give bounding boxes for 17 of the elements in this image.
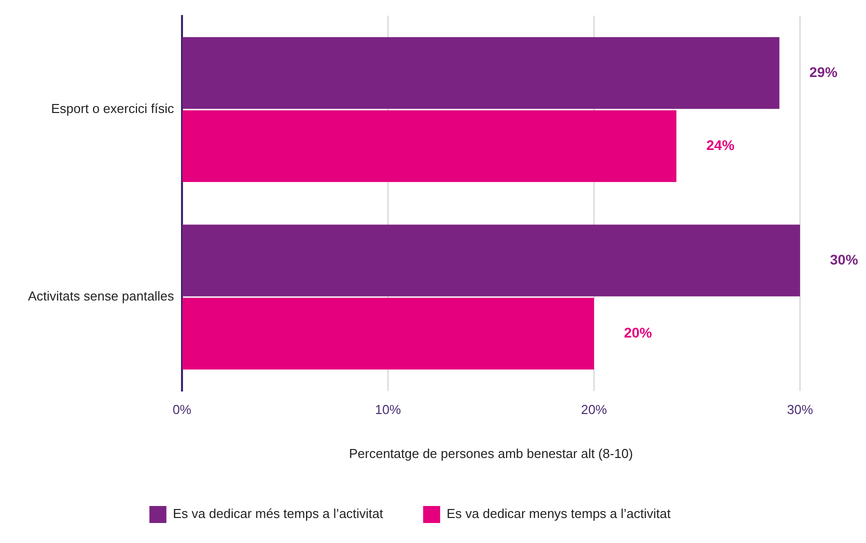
- text: 20%: [624, 324, 652, 340]
- legend-label: Es va dedicar menys temps a l’activitat: [446, 506, 671, 522]
- x-tick-label: 20%: [580, 402, 608, 418]
- bar: [182, 224, 800, 296]
- x-axis-title: Percentatge de persones amb benestar alt (8-10): [348, 446, 633, 461]
- legend-label: Es va dedicar més temps a l’activitat: [172, 506, 384, 522]
- text: 24%: [706, 136, 734, 153]
- x-tick-label: 30%: [786, 402, 814, 418]
- y-tick-label: Activitats sense pantalles: [28, 288, 174, 304]
- text: 29%: [809, 64, 838, 80]
- text: 30%: [830, 251, 858, 268]
- bar: [182, 110, 676, 182]
- y-tick-label: Esport o exercici físic: [51, 101, 174, 116]
- x-tick-label: 0%: [172, 402, 192, 418]
- bar: [182, 298, 594, 370]
- bar: [182, 37, 780, 109]
- x-tick-label: 10%: [374, 402, 402, 418]
